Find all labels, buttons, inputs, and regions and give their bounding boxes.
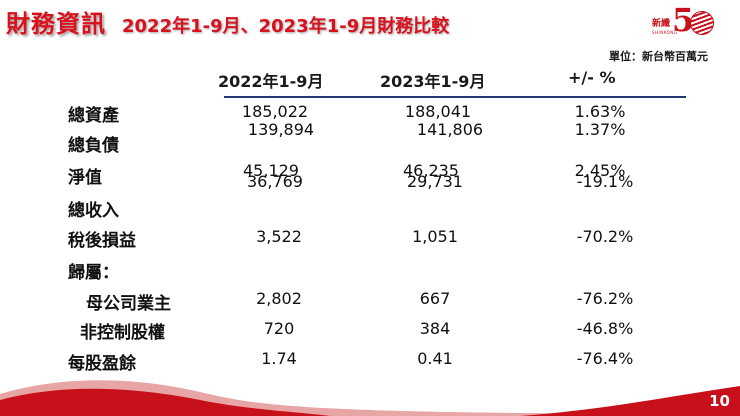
cell-2023: 141,806 xyxy=(416,120,484,139)
cell-2022: 2,802 xyxy=(256,289,302,308)
cell-2023: 0.41 xyxy=(417,349,453,368)
page-title: 財務資訊 xyxy=(6,10,106,38)
footer-wave-right xyxy=(520,386,740,416)
cell-change: 2.45% xyxy=(574,161,626,180)
header-rule xyxy=(224,96,686,98)
cell-2022: 139,894 xyxy=(247,120,315,139)
cell-change: 1.63% xyxy=(574,102,626,121)
cell-2023: 46,235 xyxy=(403,161,459,180)
cell-2023: 1,051 xyxy=(412,227,458,246)
row-label-eps: 每股盈餘 xyxy=(68,354,136,374)
logo-chars: 新纖 xyxy=(652,19,671,29)
logo-number: 5 xyxy=(672,1,695,39)
cell-2023: 384 xyxy=(419,319,451,338)
row-label-net-income: 稅後損益 xyxy=(68,231,136,251)
cell-2022: 3,522 xyxy=(256,227,302,246)
cell-change: -46.8% xyxy=(576,319,634,338)
cell-change: -19.1% xyxy=(576,172,634,191)
cell-2022: 185,022 xyxy=(241,102,309,121)
cell-2022: 1.74 xyxy=(261,349,297,368)
row-label-attributable: 歸屬： xyxy=(68,263,119,283)
cell-2022: 720 xyxy=(263,319,295,338)
cell-2023: 188,041 xyxy=(404,102,472,121)
logo-ball-icon xyxy=(690,11,714,35)
company-logo: 新纖 SHINKONG 5 xyxy=(652,1,718,42)
column-header-2023: 2023年1-9月 xyxy=(380,72,486,91)
row-label-parent-owners: 母公司業主 xyxy=(86,294,171,314)
row-label-total-revenue: 總收入 xyxy=(68,201,119,221)
column-header-change: +/- % xyxy=(568,68,616,87)
cell-change: -76.2% xyxy=(576,289,634,308)
cell-2022: 45,129 xyxy=(243,161,299,180)
title-bar: 財務資訊 2022年1-9月、2023年1-9月財務比較 xyxy=(6,4,449,38)
cell-2023: 29,731 xyxy=(407,172,463,191)
cell-change: -70.2% xyxy=(576,227,634,246)
column-header-2022: 2022年1-9月 xyxy=(218,72,324,91)
page-number: 10 xyxy=(709,392,730,410)
row-label-non-controlling: 非控制股權 xyxy=(80,323,165,343)
row-label-net-worth: 淨值 xyxy=(68,168,102,188)
cell-2022: 36,769 xyxy=(247,172,303,191)
cell-change: -76.4% xyxy=(576,349,634,368)
row-label-total-liabilities: 總負債 xyxy=(68,136,119,156)
unit-label: 單位：新台幣百萬元 xyxy=(609,50,708,63)
row-label-total-assets: 總資產 xyxy=(68,106,119,126)
footer-wave-dark xyxy=(0,388,330,416)
footer-wave xyxy=(0,380,740,416)
page-subtitle: 2022年1-9月、2023年1-9月財務比較 xyxy=(122,16,450,37)
logo-tagline: SHINKONG xyxy=(652,30,678,35)
cell-change: 1.37% xyxy=(574,120,626,139)
cell-2023: 667 xyxy=(419,289,451,308)
